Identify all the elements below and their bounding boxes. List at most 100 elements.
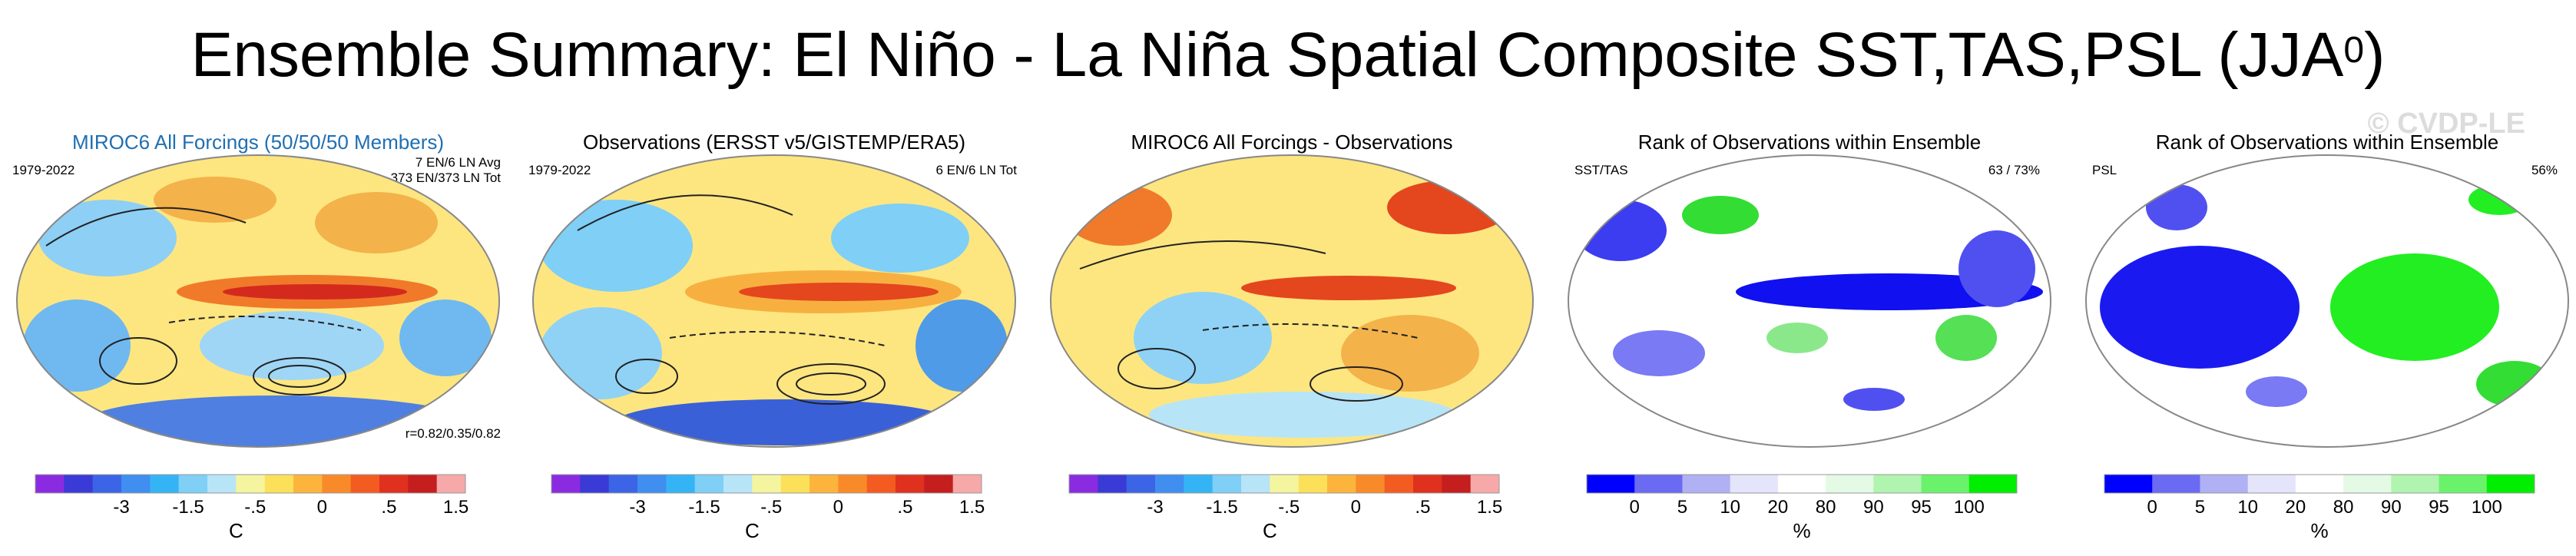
- colorbar-swatch: [580, 475, 610, 493]
- rank-map: [2085, 154, 2569, 448]
- variable-label: SST/TAS: [1574, 163, 1628, 177]
- colorbar-swatch: [1413, 475, 1442, 493]
- colorbar-tick-label: 0: [1351, 497, 1361, 518]
- colorbar-swatch: [92, 475, 122, 493]
- colorbar-swatch: [752, 475, 782, 493]
- colorbar-tick-label: 5: [1677, 497, 1687, 518]
- panel-rank-sst-tas: Rank of Observations within Ensemble SST…: [1556, 123, 2063, 553]
- watermark: © CVDP-LE: [2367, 108, 2525, 140]
- percent-label: 63 / 73%: [1988, 163, 2040, 177]
- colorbar-tick-label: 0: [833, 497, 843, 518]
- colorbar-swatch: [2439, 475, 2488, 493]
- colorbar-swatch: [1069, 475, 1098, 493]
- colorbar-frame: [551, 474, 982, 494]
- colorbar-swatch: [322, 475, 352, 493]
- rank-map: [1568, 154, 2051, 448]
- colorbar-tick-label: -1.5: [688, 497, 720, 518]
- avg-label: 7 EN/6 LN Avg: [415, 155, 501, 170]
- colorbar-tick-label: 90: [1863, 497, 1884, 518]
- panel-title: Rank of Observations within Ensemble: [2155, 131, 2499, 154]
- colorbar-swatch: [551, 475, 581, 493]
- colorbar-frame: [1586, 474, 2018, 494]
- panel-model: MIROC6 All Forcings (50/50/50 Members) 1…: [5, 123, 512, 553]
- colorbar-temperature: -3-1.5-.50.51.53C: [551, 474, 985, 542]
- colorbar-swatch: [1682, 475, 1731, 493]
- colorbar-tick-label: 10: [2237, 497, 2258, 518]
- sst-composite-map: [532, 154, 1016, 448]
- colorbar-unit-label: C: [745, 519, 760, 542]
- colorbar-temperature: -3-1.5-.50.51.53C: [35, 474, 469, 542]
- colorbar-tick-label: 80: [2333, 497, 2354, 518]
- colorbar-swatch: [1212, 475, 1242, 493]
- colorbar-swatch: [608, 475, 638, 493]
- colorbar-swatch: [1730, 475, 1779, 493]
- colorbar-swatch: [1587, 475, 1635, 493]
- percent-label: 56%: [2531, 163, 2558, 177]
- colorbar-swatch: [2104, 475, 2153, 493]
- colorbar-tick-label: -.5: [760, 497, 782, 518]
- panel-title: Rank of Observations within Ensemble: [1637, 131, 1982, 154]
- colorbar-swatch: [2200, 475, 2249, 493]
- colorbar-swatch: [264, 475, 294, 493]
- sst-difference-map: [1050, 154, 1534, 448]
- colorbar-swatch: [1356, 475, 1386, 493]
- panel-rank-psl: Rank of Observations within Ensemble PSL…: [2074, 123, 2576, 553]
- colorbar-tick-label: .5: [897, 497, 912, 518]
- colorbar-swatch: [1298, 475, 1328, 493]
- colorbar-swatch: [2152, 475, 2200, 493]
- colorbar-frame: [1068, 474, 1500, 494]
- colorbar-swatch: [121, 475, 151, 493]
- colorbar-swatch: [150, 475, 180, 493]
- colorbar-tick-label: -.5: [244, 497, 266, 518]
- colorbar-rank: 0 5 10 20 80 90 95 100%: [1586, 474, 2018, 542]
- colorbar-swatch: [2295, 475, 2344, 493]
- colorbar-swatch: [436, 475, 466, 493]
- correlation-label: r=0.82/0.35/0.82: [405, 426, 501, 441]
- colorbar-swatch: [2247, 475, 2296, 493]
- colorbar-swatch: [1470, 475, 1500, 493]
- colorbar-unit-label: %: [1793, 519, 1810, 542]
- colorbar-swatch: [866, 475, 896, 493]
- tot-label: 373 EN/373 LN Tot: [390, 170, 501, 185]
- figure-title: Ensemble Summary: El Niño - La Niña Spat…: [190, 20, 2386, 90]
- colorbar-swatch: [293, 475, 323, 493]
- colorbar-tick-label: 95: [2429, 497, 2449, 518]
- panel-title: MIROC6 All Forcings (50/50/50 Members): [71, 131, 445, 154]
- panel-title: Observations (ERSST v5/GISTEMP/ERA5): [583, 131, 965, 154]
- colorbar-swatch: [2343, 475, 2392, 493]
- sst-composite-map: [16, 154, 500, 448]
- colorbar-swatch: [838, 475, 868, 493]
- colorbar-tick-label: 0: [1630, 497, 1640, 518]
- colorbar-swatch: [952, 475, 982, 493]
- colorbar-swatch: [178, 475, 208, 493]
- colorbar-swatch: [1241, 475, 1270, 493]
- colorbar-tick-label: .5: [1415, 497, 1430, 518]
- colorbar-tick-label: 80: [1816, 497, 1836, 518]
- colorbar-swatch: [64, 475, 94, 493]
- colorbar-swatch: [694, 475, 724, 493]
- colorbar-rank: 0 5 10 20 80 90 95 100%: [2104, 474, 2535, 542]
- colorbar-swatch: [1184, 475, 1214, 493]
- colorbar-tick-label: .5: [381, 497, 396, 518]
- colorbar-swatch: [666, 475, 696, 493]
- colorbar-tick-label: 1.5: [1477, 497, 1502, 518]
- colorbar-swatch: [236, 475, 266, 493]
- period-label: 1979-2022: [528, 163, 591, 177]
- colorbar-swatch: [810, 475, 839, 493]
- colorbar-swatch: [780, 475, 810, 493]
- colorbar-swatch: [1826, 475, 1874, 493]
- colorbar-tick-label: 1.5: [443, 497, 469, 518]
- panel-title: MIROC6 All Forcings - Observations: [1131, 131, 1453, 154]
- colorbar-tick-label: 5: [2195, 497, 2205, 518]
- colorbar-swatch: [1327, 475, 1356, 493]
- colorbar-tick-label: 90: [2381, 497, 2402, 518]
- colorbar-swatch: [1873, 475, 1922, 493]
- colorbar-swatch: [1442, 475, 1472, 493]
- colorbar-swatch: [2391, 475, 2440, 493]
- colorbar-temperature: -3-1.5-.50.51.53C: [1068, 474, 1502, 542]
- colorbar-tick-label: -1.5: [1206, 497, 1237, 518]
- colorbar-unit-label: %: [2310, 519, 2328, 542]
- colorbar-tick-label: 20: [1768, 497, 1789, 518]
- colorbar-swatch: [723, 475, 753, 493]
- colorbar-unit-label: C: [229, 519, 243, 542]
